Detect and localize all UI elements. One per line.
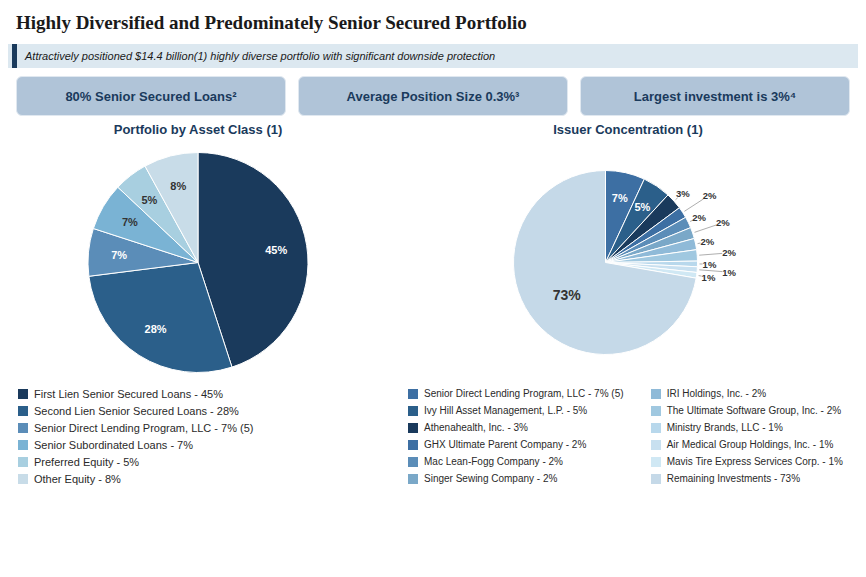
html-text:Remaining Investments - 73%: Remaining Investments - 73% — [666, 473, 801, 484]
html-text:Ivy Hill Asset Management, L.P: Ivy Hill Asset Management, L.P. - 5% — [424, 405, 588, 416]
html-text:Portfolio by Asset Class (1): Portfolio by Asset Class (1) — [113, 122, 283, 137]
html-text:Other Equity - 8%: Other Equity - 8% — [34, 472, 121, 485]
html-text:Mac Lean-Fogg Company - 2%: Mac Lean-Fogg Company - 2% — [424, 456, 563, 467]
html-text:Singer Sewing Company - 2%: Singer Sewing Company - 2% — [424, 473, 558, 484]
html-text:Ministry Brands, LLC - 1%: Ministry Brands, LLC - 1% — [666, 422, 783, 433]
html-text:Senior Direct Lending Program,: Senior Direct Lending Program, LLC - 7% … — [34, 421, 254, 434]
html-text:Senior Subordinated Loans - 7%: Senior Subordinated Loans - 7% — [34, 438, 193, 451]
svg-text:7%: 7% — [111, 249, 127, 261]
html-text:80% Senior Secured Loans²: 80% Senior Secured Loans² — [65, 88, 237, 104]
svg-text:7%: 7% — [122, 216, 138, 228]
html-text:Senior Direct Lending Program,: Senior Direct Lending Program, LLC - 7% … — [424, 388, 624, 399]
svg-text:73%: 73% — [553, 287, 582, 303]
svg-text:1%: 1% — [703, 259, 717, 270]
html-text:Preferred Equity - 5%: Preferred Equity - 5% — [34, 455, 140, 468]
html-text:IRI Holdings, Inc. - 2%: IRI Holdings, Inc. - 2% — [666, 388, 767, 399]
svg-text:5%: 5% — [634, 201, 650, 213]
html-text:Issuer Concentration (1): Issuer Concentration (1) — [553, 122, 703, 137]
svg-text:1%: 1% — [722, 267, 736, 278]
svg-text:8%: 8% — [170, 180, 186, 192]
html-text:Average Position Size 0.3%³: Average Position Size 0.3%³ — [346, 88, 520, 104]
html-text:Highly Diversified and Predomi: Highly Diversified and Predominately Sen… — [16, 12, 527, 33]
svg-text:7%: 7% — [612, 192, 628, 204]
svg-text:2%: 2% — [692, 212, 706, 223]
svg-text:45%: 45% — [265, 244, 287, 256]
html-text:Mavis Tire Express Services Co: Mavis Tire Express Services Corp. - 1% — [666, 456, 843, 467]
svg-text:5%: 5% — [142, 194, 158, 206]
html-text:Athenahealth, Inc. - 3%: Athenahealth, Inc. - 3% — [424, 422, 528, 433]
html-text:The Ultimate Software Group, I: The Ultimate Software Group, Inc. - 2% — [666, 405, 842, 416]
svg-text:2%: 2% — [722, 247, 736, 258]
html-text:GHX Ultimate Parent Company -: GHX Ultimate Parent Company - 2% — [424, 439, 587, 450]
svg-text:3%: 3% — [676, 188, 690, 199]
html-text:First Lien Senior Secured Loan: First Lien Senior Secured Loans - 45% — [34, 387, 223, 400]
svg-text:28%: 28% — [145, 323, 167, 335]
svg-text:2%: 2% — [701, 236, 715, 247]
html-text:Second Lien Senior Secured Loa: Second Lien Senior Secured Loans - 28% — [34, 404, 239, 417]
svg-text:1%: 1% — [702, 272, 716, 283]
html-text:Air Medical Group Holdings, In: Air Medical Group Holdings, Inc. - 1% — [666, 439, 834, 450]
svg-text:2%: 2% — [703, 190, 717, 201]
html-text:Attractively positioned $14.4: Attractively positioned $14.4 billion(1)… — [25, 50, 496, 62]
html-text:Largest investment is 3%⁴: Largest investment is 3%⁴ — [633, 88, 797, 104]
svg-text:2%: 2% — [716, 217, 730, 228]
